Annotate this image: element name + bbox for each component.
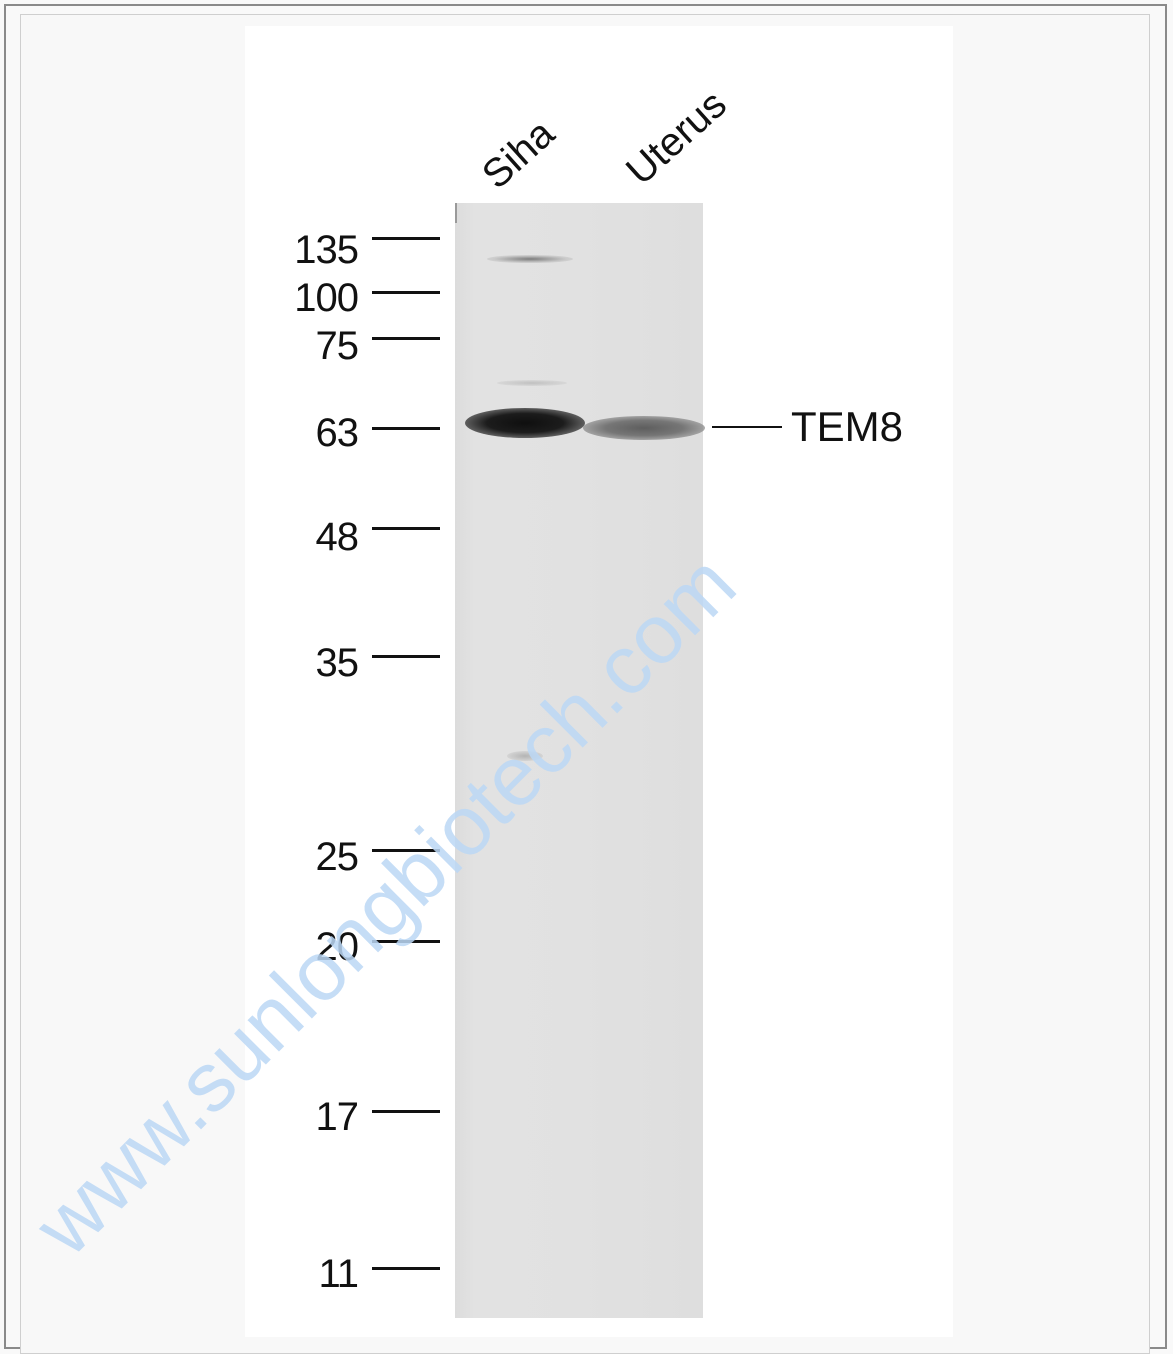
- band-siha-faint-mid: [497, 380, 567, 386]
- marker-tick-25: [372, 849, 440, 852]
- target-pointer-line: [712, 426, 782, 428]
- marker-tick-35: [372, 655, 440, 658]
- marker-tick-20: [372, 940, 440, 943]
- marker-label-17: 17: [315, 1095, 360, 1139]
- marker-tick-75: [372, 337, 440, 340]
- band-uterus-tem8: [583, 416, 705, 440]
- marker-label-48: 48: [315, 515, 360, 559]
- blot-membrane: [455, 203, 705, 1318]
- marker-tick-135: [372, 237, 440, 240]
- marker-label-35: 35: [315, 641, 360, 685]
- marker-tick-100: [372, 291, 440, 294]
- marker-tick-63: [372, 427, 440, 430]
- marker-tick-11: [372, 1267, 440, 1270]
- marker-label-20: 20: [315, 925, 360, 969]
- marker-label-100: 100: [294, 276, 359, 320]
- band-siha-faint-low: [507, 751, 543, 761]
- marker-label-63: 63: [315, 411, 360, 455]
- marker-label-75: 75: [315, 324, 360, 368]
- marker-tick-48: [372, 527, 440, 530]
- marker-label-25: 25: [315, 835, 360, 879]
- marker-tick-17: [372, 1110, 440, 1113]
- target-label-tem8: TEM8: [791, 403, 904, 450]
- marker-label-11: 11: [318, 1252, 359, 1296]
- marker-label-135: 135: [294, 228, 359, 272]
- band-siha-faint-upper: [487, 255, 573, 263]
- band-siha-tem8: [465, 408, 585, 438]
